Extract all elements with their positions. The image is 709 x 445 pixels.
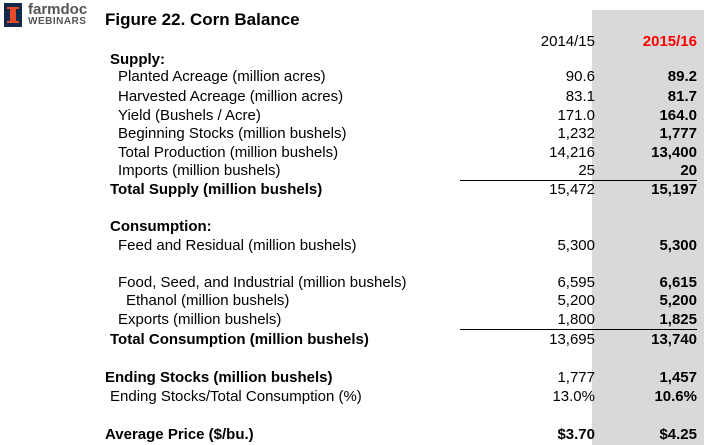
logo-name: farmdoc [28, 1, 88, 18]
value-2014-15: 15,472 [549, 181, 595, 198]
row-label: Yield (Bushels / Acre) [118, 107, 261, 124]
table-row: Imports (million bushels) 25 20 [0, 161, 709, 181]
column-header-2015-16: 2015/16 [642, 33, 697, 50]
table-row: Feed and Residual (million bushels) 5,30… [0, 236, 709, 256]
value-2015-16: 6,615 [659, 274, 697, 291]
row-label: Imports (million bushels) [118, 162, 281, 179]
row-label: Average Price ($/bu.) [105, 426, 254, 443]
row-label: Total Consumption (million bushels) [110, 331, 369, 348]
value-2014-15: 1,800 [557, 311, 595, 328]
table-row: Exports (million bushels) 1,800 1,825 [0, 310, 709, 330]
value-2015-16: 1,777 [659, 125, 697, 142]
value-2015-16: 1,825 [659, 311, 697, 328]
highlight-column-shading [592, 10, 704, 445]
value-2015-16: 13,740 [651, 331, 697, 348]
table-row-consumption-heading: Consumption: [0, 217, 709, 237]
table-row: Planted Acreage (million acres) 90.6 89.… [0, 67, 709, 87]
row-label: Beginning Stocks (million bushels) [118, 125, 347, 142]
value-2014-15: 14,216 [549, 144, 595, 161]
table-row: Beginning Stocks (million bushels) 1,232… [0, 124, 709, 144]
row-label: Consumption: [110, 218, 212, 235]
table-row: Total Production (million bushels) 14,21… [0, 143, 709, 163]
value-2014-15: 13,695 [549, 331, 595, 348]
value-2014-15: 5,200 [557, 292, 595, 309]
value-2015-16: 13,400 [651, 144, 697, 161]
subtotal-rule [460, 180, 697, 181]
value-2014-15: 1,232 [557, 125, 595, 142]
value-2015-16: 5,300 [659, 237, 697, 254]
row-label: Ending Stocks/Total Consumption (%) [110, 388, 362, 405]
value-2015-16: $4.25 [659, 426, 697, 443]
figure-title: Figure 22. Corn Balance [105, 10, 300, 29]
column-header-2014-15: 2014/15 [540, 33, 595, 50]
row-label: Food, Seed, and Industrial (million bush… [118, 274, 407, 291]
table-row-stocks-ratio: Ending Stocks/Total Consumption (%) 13.0… [0, 387, 709, 407]
value-2015-16: 164.0 [659, 107, 697, 124]
table-row-supply-heading: Supply: [0, 50, 709, 70]
farmdoc-logo: farmdoc WEBINARS [4, 1, 94, 29]
row-label: Ending Stocks (million bushels) [105, 369, 333, 386]
row-label: Feed and Residual (million bushels) [118, 237, 357, 254]
value-2015-16: 89.2 [667, 68, 697, 85]
table-row: Harvested Acreage (million acres) 83.1 8… [0, 87, 709, 107]
value-2014-15: 25 [578, 162, 595, 179]
table-row: Food, Seed, and Industrial (million bush… [0, 273, 709, 293]
value-2014-15: 1,777 [557, 369, 595, 386]
value-2015-16: 20 [680, 162, 697, 179]
table-row: Ethanol (million bushels) 5,200 5,200 [0, 291, 709, 311]
value-2014-15: 90.6 [565, 68, 595, 85]
row-label: Harvested Acreage (million acres) [118, 88, 344, 105]
row-label: Exports (million bushels) [118, 311, 282, 328]
value-2014-15: 5,300 [557, 237, 595, 254]
value-2015-16: 5,200 [659, 292, 697, 309]
value-2014-15: 6,595 [557, 274, 595, 291]
row-label: Planted Acreage (million acres) [118, 68, 326, 85]
row-label: Total Supply (million bushels) [110, 181, 323, 198]
value-2015-16: 10.6% [654, 388, 697, 405]
value-2014-15: 13.0% [552, 388, 595, 405]
value-2015-16: 1,457 [659, 369, 697, 386]
table-row-total-supply: Total Supply (million bushels) 15,472 15… [0, 180, 709, 200]
table-row: Yield (Bushels / Acre) 171.0 164.0 [0, 106, 709, 126]
value-2014-15: 83.1 [565, 88, 595, 105]
logo-subtitle: WEBINARS [28, 16, 87, 27]
value-2014-15: $3.70 [557, 426, 595, 443]
value-2014-15: 171.0 [557, 107, 595, 124]
table-row-ending-stocks: Ending Stocks (million bushels) 1,777 1,… [0, 368, 709, 388]
table-row-total-consumption: Total Consumption (million bushels) 13,6… [0, 330, 709, 350]
value-2015-16: 15,197 [651, 181, 697, 198]
row-label: Total Production (million bushels) [118, 144, 339, 161]
subtotal-rule [460, 329, 697, 330]
table-row-average-price: Average Price ($/bu.) $3.70 $4.25 [0, 425, 709, 445]
illinois-i-icon [4, 3, 22, 27]
value-2015-16: 81.7 [667, 88, 697, 105]
row-label: Supply: [110, 51, 165, 68]
row-label: Ethanol (million bushels) [126, 292, 290, 309]
